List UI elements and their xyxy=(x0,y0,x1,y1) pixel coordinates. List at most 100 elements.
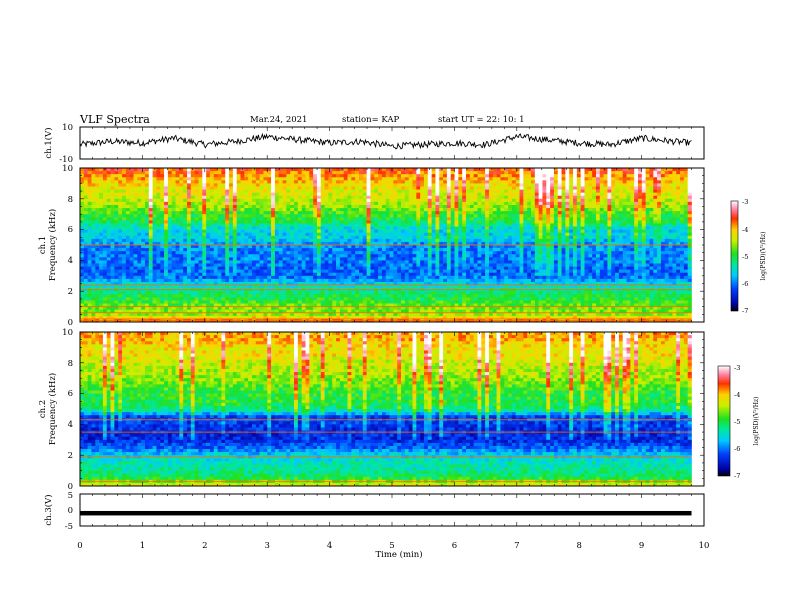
spectrogram-cell xyxy=(427,174,432,178)
spectrogram-cell xyxy=(401,285,406,289)
spectrogram-cell xyxy=(183,254,188,258)
spectrogram-cell xyxy=(404,275,409,280)
spectrogram-cell xyxy=(194,306,199,310)
spectrogram-cell xyxy=(160,309,165,314)
spectrogram-cell xyxy=(229,177,234,181)
spectrogram-cell xyxy=(351,269,356,274)
spectrogram-cell xyxy=(213,275,218,280)
spectrogram-cell xyxy=(171,232,176,237)
spectrogram-cell xyxy=(282,192,287,197)
spectrogram-cell xyxy=(144,257,150,261)
spectrogram-cell xyxy=(110,309,115,314)
spectrogram-cell xyxy=(156,220,161,224)
spectrogram-cell xyxy=(267,186,272,190)
spectrogram-cell xyxy=(408,201,413,206)
spectrogram-cell xyxy=(301,303,306,307)
spectrogram-cell xyxy=(397,235,402,240)
date-label: Mar.24, 2021 xyxy=(250,115,307,125)
spectrogram-cell xyxy=(320,300,325,304)
spectrogram-cell xyxy=(99,303,104,307)
spectrogram-cell xyxy=(221,238,226,243)
spectrogram-cell xyxy=(148,278,153,283)
spectrogram-cell xyxy=(248,294,253,298)
spectrogram-cell xyxy=(87,235,92,240)
spectrogram-cell xyxy=(381,229,387,233)
spectrogram-cell xyxy=(91,241,96,246)
spectrogram-cell xyxy=(171,291,176,295)
spectrogram-cell xyxy=(297,254,302,258)
spectrogram-cell xyxy=(294,217,299,221)
spectrogram-cell xyxy=(427,263,432,267)
spectrogram-cell xyxy=(240,266,245,270)
spectrogram-cell xyxy=(236,223,241,227)
spectrogram-cell xyxy=(259,266,264,270)
spectrogram-cell xyxy=(133,294,138,298)
spectrogram-cell xyxy=(404,235,409,240)
spectrogram-cell xyxy=(351,217,356,221)
spectrogram-cell xyxy=(133,263,138,267)
spectrogram-cell xyxy=(160,294,165,298)
spectrogram-cell xyxy=(389,204,394,209)
spectrogram-cell xyxy=(301,241,306,246)
spectrogram-cell xyxy=(420,297,425,301)
spectrogram-cell xyxy=(114,315,119,320)
spectrogram-cell xyxy=(99,306,104,310)
spectrogram-cell xyxy=(450,171,455,175)
spectrogram-cell xyxy=(316,300,322,304)
spectrogram-cell xyxy=(248,309,253,314)
spectrogram-cell xyxy=(106,312,111,317)
spectrogram-cell xyxy=(141,251,146,255)
spectrogram-cell xyxy=(278,238,283,243)
spectrogram-cell xyxy=(137,174,142,178)
spectrogram-cell xyxy=(141,300,146,304)
spectrogram-cell xyxy=(339,269,345,274)
spectrogram-cell xyxy=(80,201,85,206)
spectrogram-cell xyxy=(114,251,119,255)
spectrogram-cell xyxy=(381,180,387,184)
spectrogram-cell xyxy=(294,254,299,258)
spectrogram-cell xyxy=(443,245,448,249)
spectrogram-cell xyxy=(294,306,299,310)
spectrogram-cell xyxy=(122,232,127,237)
spectrogram-cell xyxy=(393,248,398,252)
spectrogram-cell xyxy=(141,195,146,200)
spectrogram-cell xyxy=(374,192,379,197)
spectrogram-cell xyxy=(99,275,104,280)
spectrogram-cell xyxy=(393,211,398,215)
spectrogram-cell xyxy=(355,248,360,252)
spectrogram-cell xyxy=(148,204,153,209)
spectrogram-cell xyxy=(374,198,379,203)
spectrogram-cell xyxy=(87,275,92,280)
spectrogram-cell xyxy=(91,285,96,289)
spectrogram-cell xyxy=(144,223,150,227)
spectrogram-cell xyxy=(102,291,108,295)
spectrogram-cell xyxy=(240,309,245,314)
spectrogram-cell xyxy=(297,223,302,227)
spectrogram-cell xyxy=(397,186,402,190)
spectrogram-cell xyxy=(282,235,287,240)
spectrogram-cell xyxy=(175,217,180,221)
spectrogram-cell xyxy=(259,208,264,212)
spectrogram-cell xyxy=(378,306,383,310)
spectrogram-cell xyxy=(404,248,409,252)
spectrogram-cell xyxy=(240,232,245,237)
spectrogram-cell xyxy=(190,245,195,249)
spectrogram-cell xyxy=(229,168,234,172)
spectrogram-cell xyxy=(366,198,371,203)
spectrogram-cell xyxy=(278,254,283,258)
spectrogram-cell xyxy=(160,174,165,178)
spectrogram-cell xyxy=(236,220,241,224)
spectrogram-cell xyxy=(290,312,295,317)
spectrogram-cell xyxy=(446,254,452,258)
spectrogram-cell xyxy=(179,260,184,264)
spectrogram-cell xyxy=(263,309,268,314)
spectrogram-cell xyxy=(316,214,322,218)
spectrogram-cell xyxy=(370,232,375,237)
spectrogram-cell xyxy=(175,285,180,289)
spectrogram-cell xyxy=(328,248,333,252)
spectrogram-cell xyxy=(248,183,253,187)
spectrogram-cell xyxy=(194,297,199,301)
spectrogram-cell xyxy=(232,297,237,301)
spectrogram-cell xyxy=(156,315,161,320)
spectrogram-cell xyxy=(282,208,287,212)
